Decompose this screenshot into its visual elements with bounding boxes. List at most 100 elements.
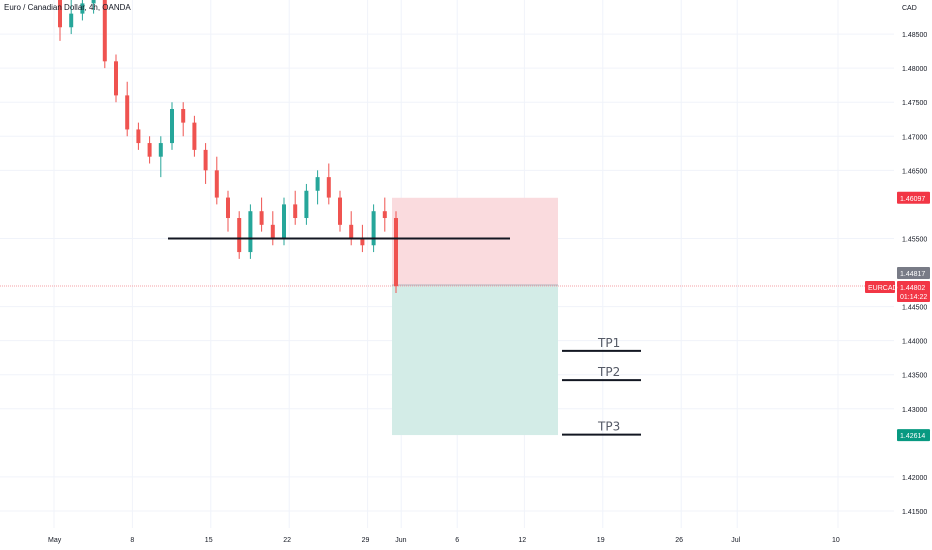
entry-price-badge: 1.44817: [897, 266, 930, 279]
candle: [282, 197, 286, 246]
candle: [136, 122, 141, 150]
price-axis-tick: 1.48000: [902, 66, 927, 73]
candle-body: [125, 95, 130, 130]
time-axis-tick: 26: [675, 537, 683, 544]
candle-body: [80, 3, 85, 14]
candle: [382, 197, 387, 232]
price-axis-tick: 1.47500: [902, 100, 927, 107]
price-axis-tick: 1.45500: [902, 236, 927, 243]
time-axis-tick: 10: [832, 537, 840, 544]
time-axis-tick: Jun: [395, 537, 406, 544]
symbol-tag-bg: [865, 281, 895, 294]
candle: [80, 0, 85, 21]
time-axis-tick: Jul: [731, 537, 740, 544]
target-price-badge: 1.42614: [897, 429, 930, 442]
candle-body: [91, 0, 96, 4]
price-axis-tick: 1.43000: [902, 407, 927, 414]
candle-body: [394, 218, 398, 287]
time-axis-tick: 19: [597, 537, 605, 544]
time-axis-tick: 15: [205, 537, 213, 544]
price-axis-tick: 1.46500: [902, 168, 927, 175]
chart-title: Euro / Canadian Dollar, 4h, OANDA: [4, 3, 131, 12]
stop-price-badge: 1.46097: [897, 191, 930, 204]
candle: [214, 156, 219, 205]
candle: [259, 197, 264, 232]
candle-body: [338, 197, 342, 225]
time-axis-tick: 12: [518, 537, 526, 544]
candle: [125, 81, 130, 137]
candle-body: [114, 61, 118, 96]
candles: [58, 0, 398, 293]
entry-price-badge-bg: [897, 266, 930, 279]
candle-body: [170, 109, 174, 144]
price-axis-tick: 1.42000: [902, 475, 927, 482]
candle: [304, 183, 309, 225]
candle-body: [259, 211, 264, 225]
candle-body: [360, 238, 365, 246]
stop-price-badge-bg: [897, 191, 930, 204]
target-price-badge-bg: [897, 429, 930, 442]
candle-body: [214, 170, 219, 198]
currency-label: CAD: [902, 5, 917, 12]
tp-label: TP1: [597, 336, 620, 350]
last-price-badge-text: 1.44802: [900, 285, 925, 292]
candle: [69, 0, 74, 35]
stop-price-badge-text: 1.46097: [900, 196, 925, 203]
candle: [338, 190, 342, 232]
time-axis-tick: 8: [130, 537, 134, 544]
bar-countdown-badge-text: 01:14:22: [900, 294, 927, 301]
price-axis-tick: 1.44000: [902, 339, 927, 346]
candle-body: [102, 0, 107, 62]
candle-body: [282, 204, 286, 239]
candle: [114, 54, 118, 103]
candle-body: [226, 197, 230, 219]
candle: [58, 0, 62, 41]
time-axis-tick: 22: [283, 537, 291, 544]
candle: [315, 170, 320, 205]
candle-body: [237, 218, 242, 253]
symbol-tag: EURCAD: [865, 281, 898, 294]
bar-countdown-badge-bg: [897, 290, 930, 303]
candle-body: [248, 211, 253, 253]
candle: [371, 204, 376, 253]
candle-body: [158, 143, 163, 157]
price-axis-tick: 1.43500: [902, 373, 927, 380]
price-axis-tick: 1.48500: [902, 32, 927, 39]
entry-price-badge-text: 1.44817: [900, 271, 925, 278]
candle-body: [270, 224, 275, 239]
candle-body: [326, 177, 331, 198]
candle: [293, 190, 298, 225]
time-axis-tick: 29: [362, 537, 370, 544]
target-price-badge-text: 1.42614: [900, 433, 925, 440]
candle-body: [315, 177, 320, 191]
candle-body: [147, 143, 152, 157]
candle: [394, 211, 398, 293]
tp-label: TP2: [597, 365, 620, 379]
price-axis-tick: 1.44500: [902, 305, 927, 312]
candle: [181, 102, 186, 137]
candle: [102, 0, 107, 69]
candle-body: [349, 224, 354, 239]
candle: [158, 136, 163, 178]
stop-loss-zone: [392, 197, 558, 285]
tp-label: TP3: [597, 420, 620, 434]
candle: [326, 163, 331, 205]
candle-body: [203, 149, 208, 171]
candle: [170, 102, 174, 150]
candle: [226, 190, 230, 232]
candle: [147, 136, 152, 164]
symbol-tag-text: EURCAD: [868, 285, 898, 292]
time-axis-tick: May: [48, 537, 62, 544]
candle-body: [293, 204, 298, 219]
candle: [248, 204, 253, 259]
candle-body: [181, 109, 186, 123]
take-profit-zone: [392, 284, 558, 436]
candle: [203, 143, 208, 184]
candle: [192, 115, 197, 157]
bar-countdown-badge: 01:14:22: [897, 290, 930, 303]
candle: [237, 211, 242, 259]
price-axis-tick: 1.41500: [902, 509, 927, 516]
candle-body: [69, 13, 74, 28]
candle-body: [382, 211, 387, 219]
